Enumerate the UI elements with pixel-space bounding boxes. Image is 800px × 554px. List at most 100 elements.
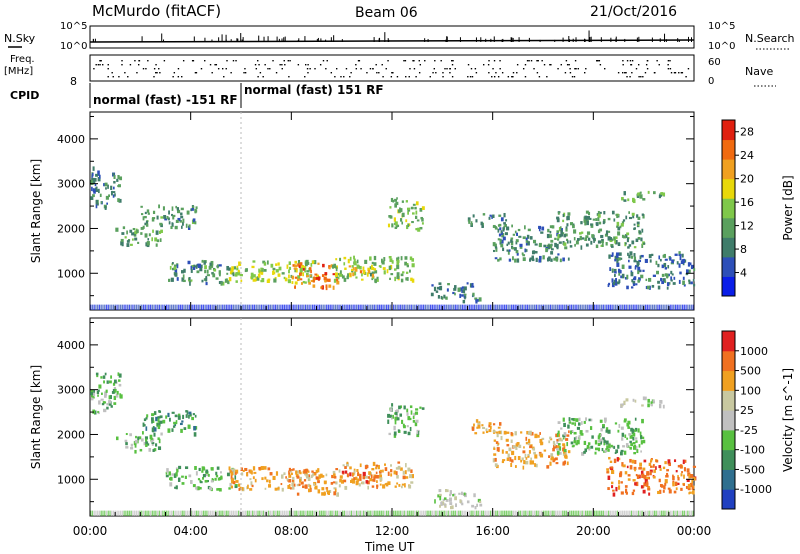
scatter-cell: [693, 477, 696, 481]
ground-cell: [555, 304, 557, 310]
ground-cell: [202, 510, 205, 516]
ground-cell: [426, 304, 428, 310]
freq-sample: [307, 72, 309, 74]
ground-cell: [470, 510, 472, 516]
scatter-cell: [295, 268, 298, 273]
scatter-cell: [351, 265, 354, 268]
ground-cell: [193, 510, 196, 516]
scatter-cell: [631, 459, 635, 464]
scatter-cell: [668, 489, 672, 494]
scatter-cell: [234, 483, 238, 488]
scatter-cell: [395, 411, 398, 416]
ground-cell: [167, 510, 169, 516]
scatter-cell: [692, 278, 695, 282]
scatter-cell: [674, 481, 678, 487]
scatter-cell: [575, 418, 579, 422]
freq-sample: [155, 72, 157, 74]
scatter-cell: [626, 422, 630, 427]
scatter-cell: [610, 254, 614, 257]
freq-sample: [597, 60, 599, 62]
scatter-cell: [302, 280, 305, 284]
scatter-cell: [661, 280, 664, 285]
scatter-cell: [159, 222, 163, 226]
scatter-cell: [211, 272, 214, 275]
ground-cell: [204, 304, 206, 310]
scatter-cell: [597, 214, 601, 218]
scatter-cell: [638, 277, 641, 281]
scatter-cell: [362, 266, 365, 271]
scatter-cell: [664, 267, 668, 270]
scatter-cell: [92, 194, 95, 198]
scatter-cell: [517, 456, 521, 461]
scatter-cell: [643, 482, 647, 487]
scatter-cell: [291, 483, 294, 487]
scatter-cell: [146, 241, 150, 246]
freq-sample: [585, 68, 587, 70]
scatter-cell: [178, 477, 181, 480]
ground-cell: [141, 304, 143, 310]
scatter-cell: [461, 491, 463, 496]
scatter-cell: [687, 269, 691, 273]
scatter-cell: [277, 262, 280, 266]
freq-sample: [182, 60, 185, 62]
ground-cell: [651, 304, 654, 310]
scatter-cell: [440, 501, 443, 506]
scatter-cell: [577, 422, 581, 426]
scatter-cell: [393, 431, 397, 436]
scatter-cell: [187, 260, 191, 265]
scatter-cell: [297, 275, 301, 280]
scatter-cell: [275, 269, 279, 273]
scatter-cell: [640, 470, 644, 476]
scatter-cell: [292, 476, 295, 481]
ground-cell: [208, 304, 210, 310]
scatter-cell: [652, 475, 656, 479]
scatter-cell: [383, 270, 386, 275]
scatter-cell: [560, 427, 563, 430]
scatter-cell: [263, 268, 267, 272]
ground-cell: [405, 304, 407, 310]
scatter-cell: [91, 396, 95, 399]
scatter-cell: [104, 372, 107, 376]
ground-cell: [137, 304, 139, 310]
scatter-cell: [592, 218, 596, 221]
freq-sample: [403, 60, 405, 62]
scatter-cell: [616, 258, 619, 264]
ground-cell: [637, 304, 640, 310]
scatter-cell: [621, 432, 625, 437]
scatter-cell: [322, 475, 325, 478]
ground-cell: [401, 304, 404, 310]
ground-cell: [317, 304, 319, 310]
ground-cell: [331, 510, 333, 516]
scatter-cell: [356, 469, 359, 472]
scatter-cell: [680, 487, 683, 491]
scatter-cell: [595, 244, 599, 249]
ground-cell: [558, 510, 560, 516]
scatter-cell: [635, 445, 638, 451]
ground-cell: [424, 304, 427, 310]
scatter-cell: [115, 227, 119, 232]
scatter-cell: [262, 260, 266, 264]
ground-cell: [604, 510, 606, 516]
freq-sample: [507, 76, 510, 78]
scatter-cell: [629, 434, 633, 439]
scatter-cell: [234, 472, 237, 475]
ground-cell: [637, 510, 640, 516]
scatter-cell: [168, 221, 171, 225]
scatter-cell: [289, 266, 292, 270]
cpid-label: CPID: [10, 89, 39, 102]
scatter-cell: [180, 212, 183, 216]
scatter-cell: [185, 410, 188, 413]
scatter-cell: [514, 431, 517, 436]
colorbar-step: [722, 217, 735, 238]
ground-cell: [135, 304, 138, 310]
ground-cell: [125, 510, 127, 516]
scatter-cell: [221, 281, 225, 286]
scatter-cell: [150, 437, 153, 442]
freq-sample: [194, 72, 197, 74]
scatter-cell: [497, 258, 500, 262]
freq-sample: [375, 64, 377, 66]
scatter-cell: [394, 420, 397, 425]
ground-cell: [160, 304, 162, 310]
scatter-cell: [93, 410, 97, 415]
scatter-cell: [378, 470, 382, 474]
